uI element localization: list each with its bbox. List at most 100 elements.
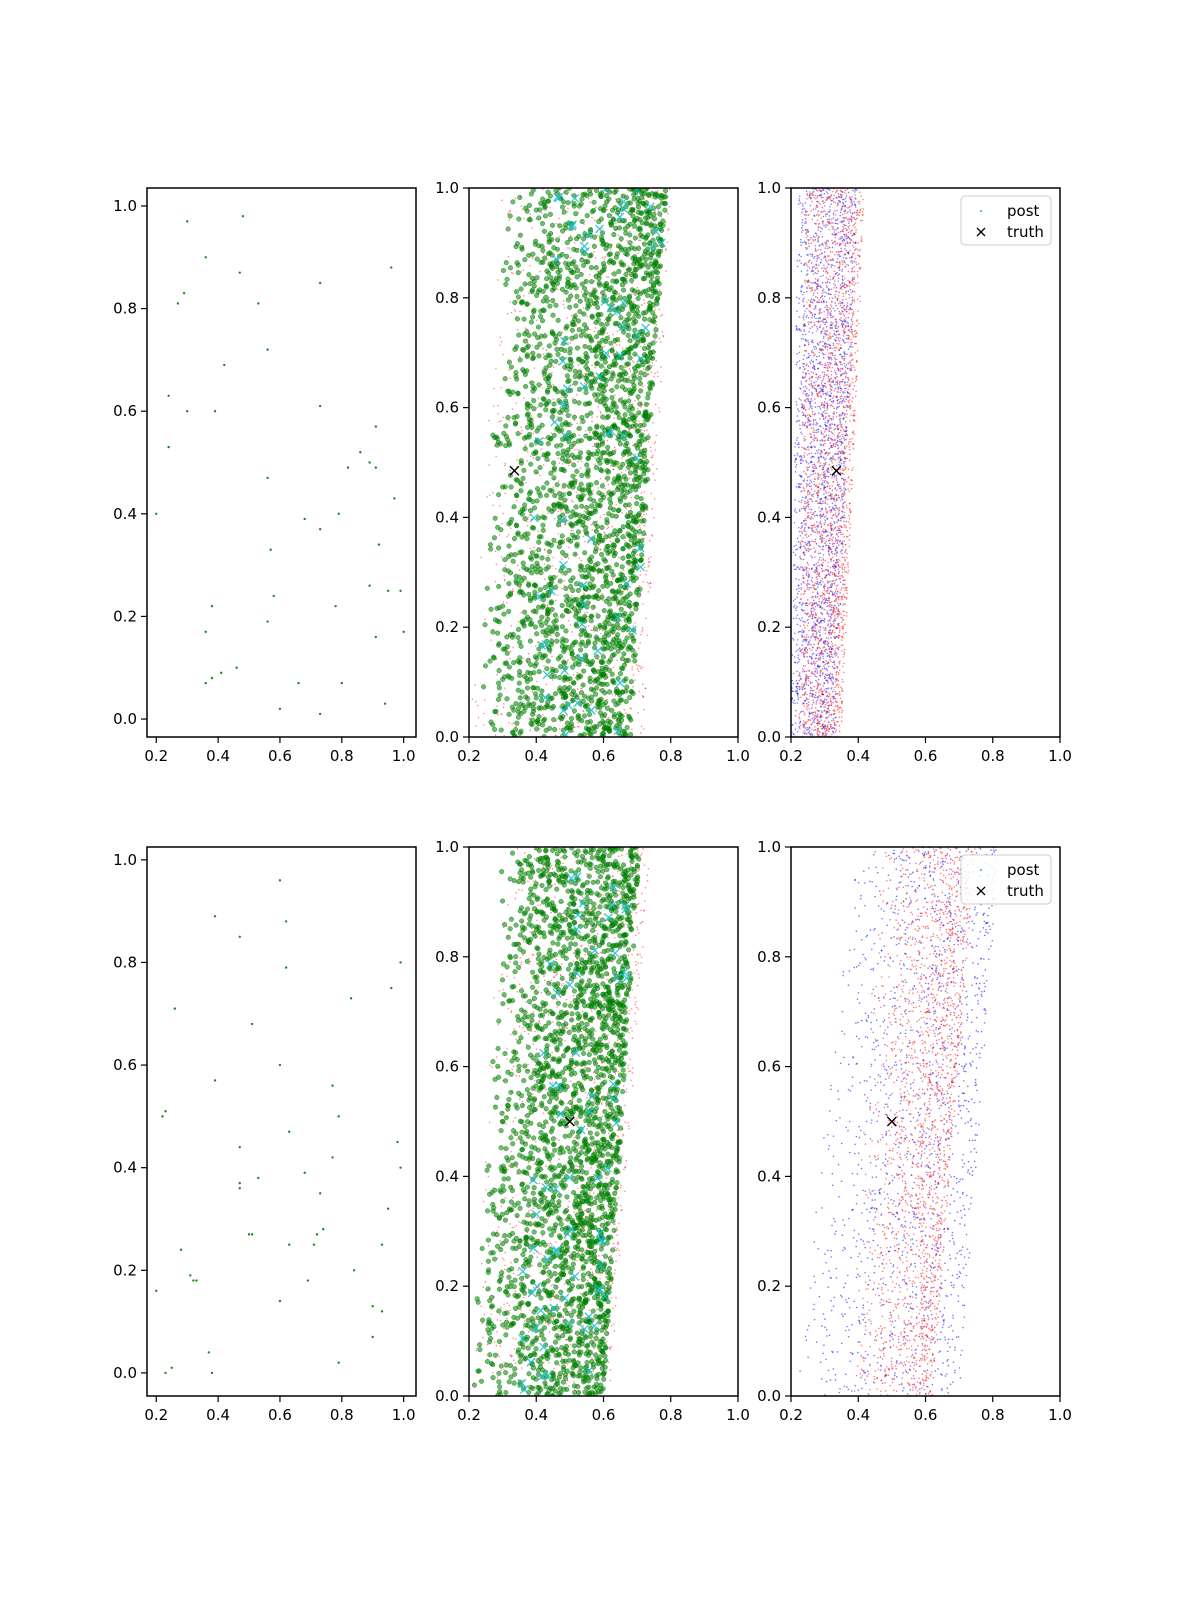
data-point — [620, 212, 623, 215]
data-point — [549, 666, 552, 668]
data-point — [794, 508, 796, 510]
data-point — [533, 695, 539, 701]
data-point — [561, 730, 571, 737]
data-point — [572, 478, 578, 484]
data-point — [850, 215, 853, 218]
data-point — [625, 512, 628, 514]
data-point — [622, 600, 628, 606]
data-point — [318, 528, 322, 531]
data-point — [607, 526, 610, 529]
data-point — [808, 424, 810, 426]
data-point — [800, 337, 803, 340]
data-point — [605, 550, 611, 556]
data-point — [517, 659, 523, 665]
data-point — [588, 265, 594, 271]
data-point — [622, 569, 625, 572]
data-point — [604, 255, 607, 258]
data-point — [634, 400, 636, 402]
data-point — [832, 559, 835, 562]
data-point — [567, 658, 569, 661]
data-point — [834, 387, 837, 390]
data-point — [800, 431, 802, 434]
data-point — [832, 717, 835, 720]
data-point — [810, 579, 813, 582]
data-point — [566, 520, 569, 522]
data-point — [513, 308, 516, 311]
data-point — [502, 567, 508, 573]
data-point — [630, 213, 636, 219]
data-point — [596, 568, 602, 574]
data-point — [266, 620, 269, 623]
data-point — [551, 432, 557, 438]
y-tick-label: 1.0 — [113, 197, 137, 215]
data-point — [509, 650, 512, 653]
data-point — [531, 344, 534, 347]
data-point — [829, 388, 832, 390]
data-point — [603, 531, 605, 533]
data-point — [510, 311, 513, 314]
data-point — [557, 457, 560, 460]
data-point — [555, 237, 561, 243]
data-point — [520, 475, 526, 482]
data-point — [649, 586, 651, 588]
data-point — [647, 433, 650, 436]
data-point — [543, 620, 549, 626]
data-point — [576, 671, 578, 674]
data-point — [850, 346, 852, 348]
data-point — [825, 540, 827, 542]
data-point — [802, 568, 804, 570]
data-point — [503, 575, 505, 577]
data-point — [805, 733, 808, 735]
data-point — [581, 713, 587, 719]
data-point — [847, 322, 849, 324]
data-point — [580, 513, 586, 519]
data-point — [791, 679, 794, 682]
data-point — [830, 495, 833, 497]
data-point — [507, 255, 510, 258]
data-point — [508, 364, 514, 370]
data-point — [642, 261, 648, 267]
data-point — [495, 524, 501, 530]
data-point — [641, 627, 644, 629]
data-point — [656, 371, 659, 373]
data-point — [498, 534, 501, 536]
data-point — [517, 194, 523, 201]
data-point — [824, 463, 827, 466]
data-point — [501, 522, 504, 525]
data-point — [595, 312, 601, 318]
data-point — [368, 584, 371, 587]
data-point — [528, 292, 530, 295]
data-point — [548, 470, 554, 476]
data-point — [611, 401, 617, 407]
data-point — [539, 220, 546, 227]
data-point — [542, 333, 548, 339]
data-point — [627, 488, 633, 494]
data-point — [629, 307, 636, 314]
data-point — [606, 667, 612, 673]
data-point — [488, 546, 494, 552]
data-point — [527, 597, 533, 604]
data-point — [482, 622, 488, 628]
data-point — [800, 587, 803, 589]
data-point — [604, 705, 610, 711]
data-point — [590, 523, 593, 526]
data-point — [813, 721, 816, 723]
data-point — [631, 386, 637, 392]
data-point — [526, 202, 532, 208]
data-point — [653, 497, 656, 500]
data-point — [598, 216, 604, 222]
data-point — [825, 242, 828, 244]
panel-r0c1: 0.2 0.4 0.6 0.8 1.00.00.20.40.60.81.0 — [435, 179, 750, 765]
data-point — [583, 586, 589, 592]
data-point — [601, 556, 607, 562]
data-point — [618, 697, 625, 703]
data-point — [297, 681, 300, 685]
data-point — [530, 356, 536, 362]
data-point — [641, 345, 647, 352]
data-point — [559, 539, 565, 545]
data-point — [606, 196, 612, 202]
data-point — [579, 196, 585, 202]
data-point — [815, 654, 818, 656]
data-point — [550, 312, 556, 318]
data-point — [377, 543, 381, 546]
